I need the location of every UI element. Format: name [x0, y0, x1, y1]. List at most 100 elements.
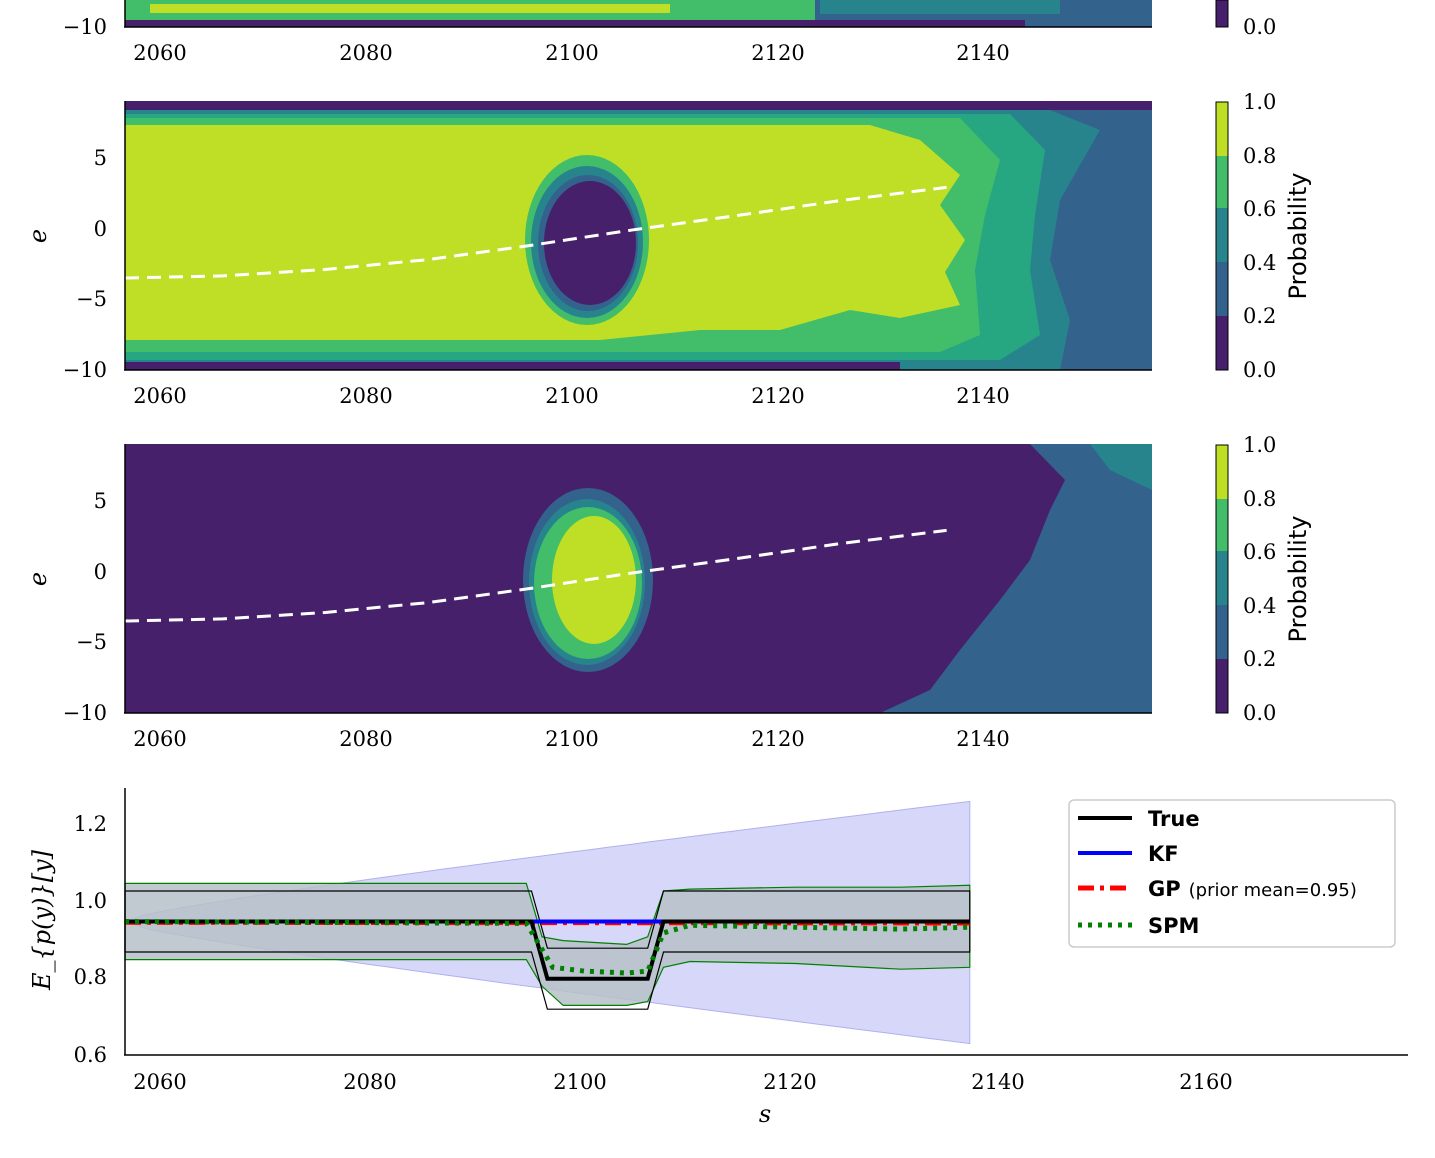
colorbar-segment: [1216, 605, 1228, 659]
cbar-tick: 1.0: [1243, 90, 1276, 114]
panel-2: 5 0 −5 −10 e 2060 2080 2100 2120 2140 1.…: [24, 90, 1312, 408]
panel-2-ytick: 5: [94, 146, 107, 170]
legend: True KF GP (prior mean=0.95) SPM: [1068, 799, 1396, 948]
panel-4-xtick: 2140: [971, 1070, 1024, 1094]
colorbar-segment: [1216, 156, 1228, 208]
panel-1: −10 2060 2080 2100 2120 2140 0.0: [63, 0, 1276, 65]
panel-2-xtick: 2100: [545, 384, 598, 408]
cbar-tick: 0.8: [1243, 487, 1276, 511]
panel-2-ylabel: e: [24, 229, 52, 243]
panel-2-yticks: 5 0 −5 −10: [63, 146, 107, 382]
panel-4-xlabel: s: [759, 1100, 771, 1128]
cbar-tick: 0.0: [1243, 358, 1276, 382]
true-band: [124, 890, 971, 1010]
panel-3-colorbar: 1.0 0.8 0.6 0.4 0.2 0.0 Probability: [1215, 433, 1312, 725]
cbar-tick: 0.2: [1243, 304, 1276, 328]
cbar-tick: 0.6: [1243, 197, 1276, 221]
panel-3-xtick: 2100: [545, 727, 598, 751]
panel-2-ytick: 0: [94, 217, 107, 241]
panel-4-xtick: 2100: [553, 1070, 606, 1094]
cbar-tick: 0.8: [1243, 144, 1276, 168]
colorbar-label: Probability: [1284, 173, 1312, 300]
panel-1-edge: [125, 20, 1025, 27]
panel-2-xtick: 2140: [956, 384, 1009, 408]
panel-2-top-edge: [125, 101, 1152, 110]
legend-gp-name: GP: [1148, 877, 1181, 901]
panel-4-xtick: 2080: [343, 1070, 396, 1094]
cbar-tick: 0.4: [1243, 594, 1276, 618]
cbar-tick: 0.2: [1243, 647, 1276, 671]
legend-gp-label: GP (prior mean=0.95): [1148, 877, 1357, 901]
legend-true-label: True: [1148, 807, 1200, 831]
panel-4-ytick: 1.0: [74, 889, 107, 913]
panel-1-xtick: 2140: [956, 41, 1009, 65]
panel-3-ytick: 0: [94, 560, 107, 584]
true-line: [125, 919, 970, 981]
legend-gp-note: (prior mean=0.95): [1189, 880, 1357, 901]
colorbar-segment: [1216, 262, 1228, 316]
panel-1-xtick: 2080: [339, 41, 392, 65]
panel-3-xtick: 2080: [339, 727, 392, 751]
colorbar-segment: [1216, 316, 1228, 370]
panel-2-xticks: 2060 2080 2100 2120 2140: [133, 384, 1009, 408]
panel-3-ylabel: e: [24, 572, 52, 586]
legend-box: [1068, 799, 1396, 948]
panel-2-ytick: −5: [76, 287, 107, 311]
panel-1-xticks: 2060 2080 2100 2120 2140: [133, 41, 1009, 65]
panel-3-ytick: −10: [63, 701, 107, 725]
panel-2-bottom-edge: [125, 362, 900, 370]
cbar-tick: 0.6: [1243, 540, 1276, 564]
panel-3-xtick: 2060: [133, 727, 186, 751]
panel-1-cbar-tick: 0.0: [1243, 15, 1276, 39]
panel-1-colorbar: [1215, 0, 1229, 28]
panel-4-ytick: 1.2: [74, 812, 107, 836]
panel-1-transition: [820, 0, 1060, 14]
colorbar-frame: [1215, 101, 1229, 371]
panel-2-xtick: 2080: [339, 384, 392, 408]
panel-4-ytick: 0.6: [74, 1043, 107, 1067]
colorbar-segment: [1216, 659, 1228, 713]
legend-kf-label: KF: [1148, 842, 1179, 866]
panel-3-region-mid: [880, 444, 1152, 713]
colorbar-frame: [1215, 444, 1229, 714]
panel-1-highlight: [150, 4, 670, 13]
panel-2-xtick: 2060: [133, 384, 186, 408]
colorbar-segment: [1216, 102, 1228, 156]
panel-4-xtick: 2160: [1179, 1070, 1232, 1094]
panel-1-ytick: −10: [63, 15, 107, 39]
colorbar-segment: [1216, 445, 1228, 499]
panel-2-colorbar: 1.0 0.8 0.6 0.4 0.2 0.0 Probability: [1215, 90, 1312, 382]
panel-4-ylabel: E_{p(y)}[y]: [28, 849, 56, 991]
panel-4-xtick: 2060: [133, 1070, 186, 1094]
cbar-tick: 1.0: [1243, 433, 1276, 457]
panel-2-path-line: [124, 185, 947, 280]
panel-2-obstacle-core: [544, 181, 636, 305]
panel-3-path-line: [124, 528, 947, 623]
panel-2-heatmap: [125, 101, 1152, 370]
panel-3-heatmap: [125, 444, 1152, 713]
panel-4-yticks: 1.2 1.0 0.8 0.6: [74, 812, 107, 1067]
panel-3-region-midhigh: [1090, 444, 1152, 490]
colorbar-segment: [1216, 208, 1228, 262]
panel-2-ytick: −10: [63, 358, 107, 382]
spm-band: [124, 882, 971, 1006]
cbar-tick: 0.4: [1243, 251, 1276, 275]
panel-3-xtick: 2120: [751, 727, 804, 751]
colorbar-label: Probability: [1284, 516, 1312, 643]
panel-3-ytick: 5: [94, 489, 107, 513]
panel-3: 5 0 −5 −10 e 2060 2080 2100 2120 2140 1.…: [24, 433, 1312, 751]
panel-4-xtick: 2120: [763, 1070, 816, 1094]
panel-4-ytick: 0.8: [74, 965, 107, 989]
cbar-tick: 0.0: [1243, 701, 1276, 725]
colorbar-segment: [1216, 551, 1228, 605]
panel-1-xtick: 2100: [545, 41, 598, 65]
panel-2-xtick: 2120: [751, 384, 804, 408]
panel-3-yticks: 5 0 −5 −10: [63, 489, 107, 725]
panel-4: 1.2 1.0 0.8 0.6 E_{p(y)}[y] 2060 2080 21…: [28, 788, 1408, 1128]
panel-3-ytick: −5: [76, 630, 107, 654]
panel-1-xtick: 2060: [133, 41, 186, 65]
panel-1-xtick: 2120: [751, 41, 804, 65]
legend-spm-label: SPM: [1148, 914, 1199, 938]
panel-3-xtick: 2140: [956, 727, 1009, 751]
